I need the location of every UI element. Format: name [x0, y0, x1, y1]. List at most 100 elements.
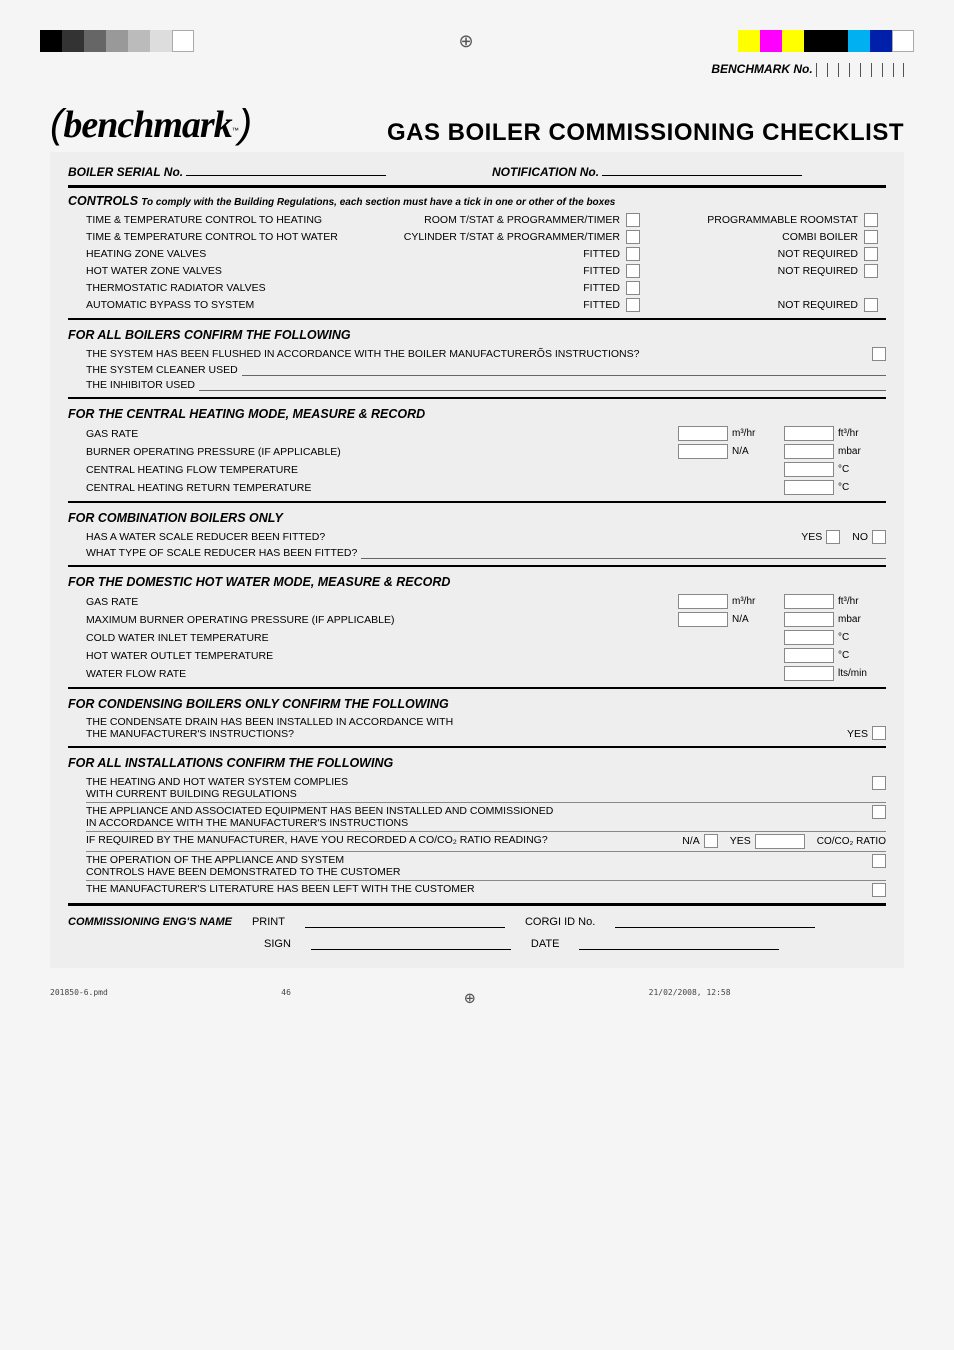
footer-page: 46 [281, 988, 291, 1009]
r3-na-checkbox[interactable] [704, 834, 718, 848]
measure-input-2[interactable] [784, 444, 834, 459]
signoff-row-2: SIGN DATE [264, 938, 886, 950]
date-input[interactable] [579, 938, 779, 950]
measure-input-2[interactable] [784, 612, 834, 627]
cleaner-label: THE SYSTEM CLEANER USED [86, 364, 238, 376]
notification-input[interactable] [602, 164, 802, 176]
controls-option-a: FITTED [366, 282, 626, 294]
measure-input[interactable] [784, 666, 834, 681]
yes-label: YES [801, 531, 822, 543]
corgi-input[interactable] [615, 916, 815, 928]
install-r4b: CONTROLS HAVE BEEN DEMONSTRATED TO THE C… [86, 866, 862, 878]
controls-option-b: NOT REQUIRED [648, 299, 864, 311]
measure-unit: °C [838, 482, 886, 493]
install-r1a: THE HEATING AND HOT WATER SYSTEM COMPLIE… [86, 776, 862, 788]
controls-check-b[interactable] [864, 213, 878, 227]
install-r1b: WITH CURRENT BUILDING REGULATIONS [86, 788, 862, 800]
measure-unit: lts/min [838, 668, 886, 679]
controls-option-a: FITTED [366, 299, 626, 311]
inhibitor-input[interactable] [199, 379, 886, 391]
install-r5-checkbox[interactable] [872, 883, 886, 897]
r3-yes-label: YES [730, 835, 751, 847]
install-r2-checkbox[interactable] [872, 805, 886, 819]
measure-label: GAS RATE [86, 428, 674, 440]
controls-check-a[interactable] [626, 230, 640, 244]
sign-label: SIGN [264, 938, 291, 950]
date-label: DATE [531, 938, 560, 950]
measure-row: COLD WATER INLET TEMPERATURE °C [86, 629, 886, 647]
measure-input[interactable] [784, 462, 834, 477]
controls-check-a[interactable] [626, 213, 640, 227]
serial-row: BOILER SERIAL No. NOTIFICATION No. [68, 164, 886, 188]
install-r4a: THE OPERATION OF THE APPLIANCE AND SYSTE… [86, 854, 862, 866]
measure-label: COLD WATER INLET TEMPERATURE [86, 632, 674, 644]
measure-input-1[interactable] [678, 594, 728, 609]
measure-unit-2: ft³/hr [838, 596, 886, 607]
measure-input-1[interactable] [678, 426, 728, 441]
measure-input[interactable] [784, 480, 834, 495]
controls-check-a[interactable] [626, 298, 640, 312]
controls-check-a[interactable] [626, 247, 640, 261]
footer-filename: 201850-6.pmd [50, 988, 108, 1009]
scale-type-input[interactable] [361, 547, 886, 559]
controls-check-b[interactable] [864, 264, 878, 278]
measure-unit-1: m³/hr [732, 596, 780, 607]
measure-label: MAXIMUM BURNER OPERATING PRESSURE (IF AP… [86, 614, 674, 626]
controls-row: TIME & TEMPERATURE CONTROL TO HOT WATERC… [86, 229, 886, 246]
controls-option-b: PROGRAMMABLE ROOMSTAT [648, 214, 864, 226]
controls-label: AUTOMATIC BYPASS TO SYSTEM [86, 299, 366, 311]
sign-input[interactable] [311, 938, 511, 950]
print-label: PRINT [252, 916, 285, 928]
controls-option-b: NOT REQUIRED [648, 248, 864, 260]
controls-check-a[interactable] [626, 281, 640, 295]
controls-row: AUTOMATIC BYPASS TO SYSTEMFITTED NOT REQU… [86, 297, 886, 314]
controls-check-b[interactable] [864, 230, 878, 244]
cleaner-input[interactable] [242, 364, 886, 376]
notification-label: NOTIFICATION No. [492, 165, 599, 179]
all-boilers-title: FOR ALL BOILERS CONFIRM THE FOLLOWING [68, 328, 886, 342]
print-input[interactable] [305, 916, 505, 928]
measure-input-2[interactable] [784, 594, 834, 609]
measure-row: CENTRAL HEATING RETURN TEMPERATURE °C [86, 479, 886, 497]
condensate-yes-checkbox[interactable] [872, 726, 886, 740]
controls-row: THERMOSTATIC RADIATOR VALVESFITTED [86, 280, 886, 297]
measure-label: BURNER OPERATING PRESSURE (IF APPLICABLE… [86, 446, 674, 458]
install-r3: IF REQUIRED BY THE MANUFACTURER, HAVE YO… [86, 834, 682, 846]
measure-label: CENTRAL HEATING RETURN TEMPERATURE [86, 482, 674, 494]
controls-option-a: ROOM T/STAT & PROGRAMMER/TIMER [366, 214, 626, 226]
corgi-label: CORGI ID No. [525, 916, 595, 928]
measure-input-1[interactable] [678, 612, 728, 627]
measure-row: GAS RATEm³/hrft³/hr [86, 425, 886, 443]
controls-check-b[interactable] [864, 247, 878, 261]
r3-yes-input[interactable] [755, 834, 805, 849]
install-r2b: IN ACCORDANCE WITH THE MANUFACTURER'S IN… [86, 817, 862, 829]
controls-check-a[interactable] [626, 264, 640, 278]
measure-label: HOT WATER OUTLET TEMPERATURE [86, 650, 674, 662]
measure-input[interactable] [784, 630, 834, 645]
condensate-q-line1: THE CONDENSATE DRAIN HAS BEEN INSTALLED … [86, 716, 847, 728]
measure-unit: °C [838, 632, 886, 643]
r3-na-label: N/A [682, 835, 700, 847]
controls-row: HOT WATER ZONE VALVESFITTEDNOT REQUIRED [86, 263, 886, 280]
measure-input-1[interactable] [678, 444, 728, 459]
color-swatches [738, 30, 914, 52]
boiler-serial-input[interactable] [186, 164, 386, 176]
controls-note: To comply with the Building Regulations,… [141, 197, 615, 208]
controls-label: TIME & TEMPERATURE CONTROL TO HOT WATER [86, 231, 366, 243]
flush-checkbox[interactable] [872, 347, 886, 361]
all-install-title: FOR ALL INSTALLATIONS CONFIRM THE FOLLOW… [68, 756, 886, 770]
install-r1-checkbox[interactable] [872, 776, 886, 790]
controls-check-b[interactable] [864, 298, 878, 312]
measure-unit: °C [838, 650, 886, 661]
scale-no-checkbox[interactable] [872, 530, 886, 544]
install-r4-checkbox[interactable] [872, 854, 886, 868]
combi-title: FOR COMBINATION BOILERS ONLY [68, 511, 886, 525]
dhw-mode-title: FOR THE DOMESTIC HOT WATER MODE, MEASURE… [68, 575, 886, 589]
eng-name-label: COMMISSIONING ENG'S NAME [68, 916, 232, 928]
measure-unit-1: N/A [732, 614, 780, 625]
measure-unit: °C [838, 464, 886, 475]
measure-input[interactable] [784, 648, 834, 663]
measure-input-2[interactable] [784, 426, 834, 441]
measure-label: CENTRAL HEATING FLOW TEMPERATURE [86, 464, 674, 476]
scale-yes-checkbox[interactable] [826, 530, 840, 544]
